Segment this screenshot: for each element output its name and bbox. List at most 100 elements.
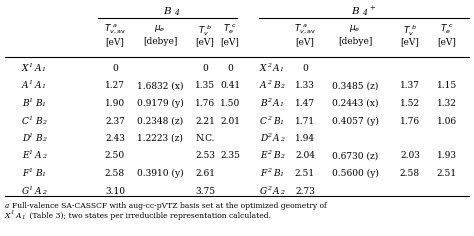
Text: 1.71: 1.71 [295,117,315,126]
Text: $\mu_e$: $\mu_e$ [154,23,166,34]
Text: 1.90: 1.90 [105,99,125,108]
Text: 1.33: 1.33 [295,81,315,90]
Text: 1: 1 [280,67,284,72]
Text: 2: 2 [267,168,271,173]
Text: 1.37: 1.37 [400,81,420,90]
Text: A: A [35,186,42,195]
Text: 0: 0 [227,64,233,73]
Text: B: B [273,81,280,90]
Text: 1: 1 [42,84,46,89]
Text: 1: 1 [29,98,33,103]
Text: +: + [369,4,375,12]
Text: X: X [22,64,28,73]
Text: A: A [273,64,280,73]
Text: 2: 2 [267,185,271,190]
Text: 1: 1 [29,168,33,173]
Text: 0.3910 (y): 0.3910 (y) [137,169,183,178]
Text: 1.52: 1.52 [400,99,420,108]
Text: [debye]: [debye] [338,37,372,46]
Text: [eV]: [eV] [196,37,214,46]
Text: 2.04: 2.04 [295,152,315,160]
Text: 2.58: 2.58 [105,169,125,178]
Text: (Table 3); two states per irreducible representation calculated.: (Table 3); two states per irreducible re… [27,212,271,220]
Text: B: B [273,152,280,160]
Text: 2: 2 [267,98,271,103]
Text: 2: 2 [267,151,271,156]
Text: E: E [22,152,28,160]
Text: 0.2348 (z): 0.2348 (z) [137,117,183,126]
Text: 1: 1 [29,80,33,85]
Text: $T_e^{\ c}$: $T_e^{\ c}$ [223,23,237,37]
Text: G: G [22,186,29,195]
Text: C: C [260,117,267,126]
Text: 1.50: 1.50 [220,99,240,108]
Text: A: A [35,64,42,73]
Text: 2: 2 [267,115,271,121]
Text: 1: 1 [42,67,46,72]
Text: 1: 1 [29,115,33,121]
Text: A: A [35,152,42,160]
Text: B: B [35,134,42,143]
Text: 2.35: 2.35 [220,152,240,160]
Text: [eV]: [eV] [106,37,125,46]
Text: A: A [273,186,280,195]
Text: 1: 1 [42,172,46,177]
Text: 1.2223 (z): 1.2223 (z) [137,134,183,143]
Text: 0: 0 [112,64,118,73]
Text: [eV]: [eV] [220,37,239,46]
Text: 2.21: 2.21 [195,117,215,126]
Text: 0.41: 0.41 [220,81,240,90]
Text: B: B [35,99,42,108]
Text: 2.51: 2.51 [437,169,457,178]
Text: F: F [260,169,266,178]
Text: 1.76: 1.76 [195,99,215,108]
Text: [debye]: [debye] [143,37,177,46]
Text: 2.37: 2.37 [105,117,125,126]
Text: B: B [351,7,359,16]
Text: [eV]: [eV] [296,37,314,46]
Text: E: E [260,152,266,160]
Text: X: X [260,64,266,73]
Text: 2: 2 [280,137,284,142]
Text: [eV]: [eV] [401,37,419,46]
Text: B: B [163,7,171,16]
Text: 2: 2 [42,119,46,125]
Text: B: B [273,117,280,126]
Text: 2.43: 2.43 [105,134,125,143]
Text: 0.2443 (x): 0.2443 (x) [332,99,378,108]
Text: 1.32: 1.32 [437,99,457,108]
Text: $T_e^{\ c}$: $T_e^{\ c}$ [440,23,454,37]
Text: A: A [260,81,266,90]
Text: A: A [273,134,280,143]
Text: 0.5600 (y): 0.5600 (y) [331,169,378,178]
Text: 2.50: 2.50 [105,152,125,160]
Text: 4: 4 [174,9,179,17]
Text: 2: 2 [42,155,46,160]
Text: 2: 2 [267,80,271,85]
Text: 0.4057 (y): 0.4057 (y) [331,117,378,126]
Text: 1.76: 1.76 [400,117,420,126]
Text: Full-valence SA-CASSCF with aug-cc-pVTZ basis set at the optimized geometry of: Full-valence SA-CASSCF with aug-cc-pVTZ … [12,202,327,210]
Text: 1: 1 [22,215,26,220]
Text: 2: 2 [280,190,284,194]
Text: 0: 0 [302,64,308,73]
Text: 2.01: 2.01 [220,117,240,126]
Text: 3.10: 3.10 [105,186,125,195]
Text: B: B [35,169,42,178]
Text: 2.73: 2.73 [295,186,315,195]
Text: 3.75: 3.75 [195,186,215,195]
Text: X: X [5,212,10,220]
Text: $T_v^{\ b}$: $T_v^{\ b}$ [198,23,212,38]
Text: A: A [35,81,42,90]
Text: 1: 1 [280,119,284,125]
Text: A: A [273,99,280,108]
Text: 1: 1 [11,210,15,215]
Text: A: A [16,212,21,220]
Text: 1.06: 1.06 [437,117,457,126]
Text: $T_v^{\ b}$: $T_v^{\ b}$ [403,23,417,38]
Text: 2.61: 2.61 [195,169,215,178]
Text: $\mu_e$: $\mu_e$ [349,23,361,34]
Text: 2: 2 [280,155,284,160]
Text: 2: 2 [267,63,271,68]
Text: 1: 1 [42,102,46,107]
